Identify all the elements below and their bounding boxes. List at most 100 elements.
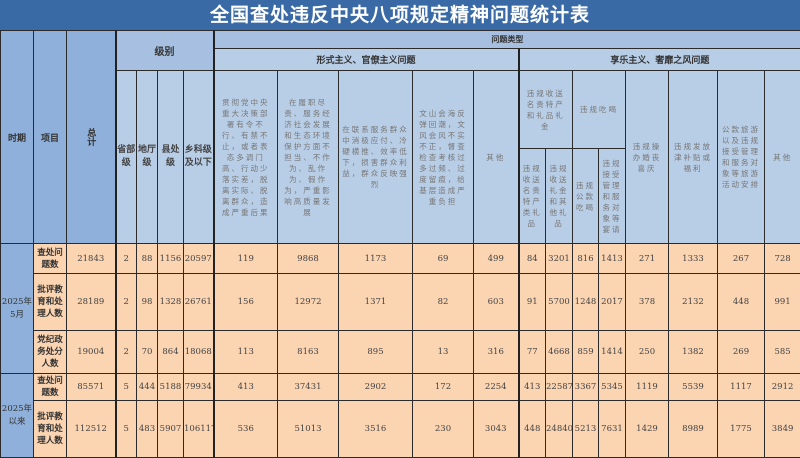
value-cell: 4668 <box>546 331 573 374</box>
value-cell: 271 <box>626 244 669 274</box>
value-cell: 172 <box>413 374 474 401</box>
formalism-col-1: 贯彻党中央重大决策部署有令不行、有禁不止，或者表态多调门高、行动少落实差，脱离实… <box>214 71 278 244</box>
value-cell: 316 <box>474 331 519 374</box>
value-cell: 2902 <box>339 374 413 401</box>
value-cell: 378 <box>626 274 669 331</box>
value-cell: 12972 <box>278 274 339 331</box>
value-cell: 859 <box>573 331 599 374</box>
value-cell: 444 <box>137 374 158 401</box>
value-cell: 119 <box>214 244 278 274</box>
value-cell: 1328 <box>158 274 184 331</box>
value-cell: 267 <box>718 244 765 274</box>
value-cell: 106117 <box>184 401 214 458</box>
value-cell: 230 <box>413 401 474 458</box>
hedonism-subsidies: 违规发放津补贴或福利 <box>669 71 718 244</box>
value-cell: 2254 <box>474 374 519 401</box>
value-cell: 483 <box>137 401 158 458</box>
level-county: 县处级 <box>158 71 184 244</box>
hedonism-travel: 公款旅游以及违规接受管理和服务对象等旅游活动安排 <box>718 71 765 244</box>
value-cell: 82 <box>413 274 474 331</box>
header-hedonism: 享乐主义、奢靡之风问题 <box>519 49 800 71</box>
value-cell: 1248 <box>573 274 599 331</box>
value-cell: 79934 <box>184 374 214 401</box>
value-cell: 728 <box>765 244 800 274</box>
level-prefecture: 地厅级 <box>137 71 158 244</box>
gifts-cash: 违规收送礼金和其他礼品 <box>546 149 573 244</box>
hedonism-weddings: 违规操办婚丧喜庆 <box>626 71 669 244</box>
value-cell: 2017 <box>599 274 626 331</box>
value-cell: 26761 <box>184 274 214 331</box>
value-cell: 9868 <box>278 244 339 274</box>
header-problem-type: 问题类型 <box>214 31 800 49</box>
value-cell: 448 <box>718 274 765 331</box>
value-cell: 5539 <box>669 374 718 401</box>
table-title: 全国查处违反中央八项规定精神问题统计表 <box>0 0 800 30</box>
formalism-col-2: 在履职尽责、服务经济社会发展和生态环境保护方面不担当、不作为、乱作为、假作为，严… <box>278 71 339 244</box>
value-cell: 3043 <box>474 401 519 458</box>
value-cell: 24840 <box>546 401 573 458</box>
level-provincial: 省部级 <box>116 71 137 244</box>
dining-banquets: 违规接受管理和服务对象等宴请 <box>599 149 626 244</box>
value-cell: 88 <box>137 244 158 274</box>
item-cell: 查处问题数 <box>34 374 67 401</box>
value-cell: 1117 <box>718 374 765 401</box>
value-cell: 1775 <box>718 401 765 458</box>
value-cell: 250 <box>626 331 669 374</box>
value-cell: 448 <box>519 401 546 458</box>
period-cell: 2025年以来 <box>1 374 34 458</box>
hedonism-other: 其他 <box>765 71 800 244</box>
value-cell: 5 <box>116 401 137 458</box>
value-cell: 413 <box>519 374 546 401</box>
value-cell: 1119 <box>626 374 669 401</box>
value-cell: 5700 <box>546 274 573 331</box>
value-cell: 5213 <box>573 401 599 458</box>
value-cell: 2 <box>116 244 137 274</box>
value-cell: 5 <box>116 374 137 401</box>
hedonism-gifts: 违规收送名贵特产和礼品礼金 <box>519 71 573 149</box>
value-cell: 1371 <box>339 274 413 331</box>
value-cell: 156 <box>214 274 278 331</box>
header-total: 总计 <box>67 31 116 244</box>
value-cell: 1429 <box>626 401 669 458</box>
value-cell: 20597 <box>184 244 214 274</box>
value-cell: 112512 <box>67 401 116 458</box>
value-cell: 70 <box>137 331 158 374</box>
value-cell: 1382 <box>669 331 718 374</box>
item-cell: 查处问题数 <box>34 244 67 274</box>
dining-public-funds: 违规公款吃喝 <box>573 149 599 244</box>
value-cell: 413 <box>214 374 278 401</box>
value-cell: 77 <box>519 331 546 374</box>
value-cell: 1173 <box>339 244 413 274</box>
value-cell: 2 <box>116 274 137 331</box>
formalism-col-3: 在联系服务群众中消极应付、冷硬横推、效率低下，损害群众利益，群众反映强烈 <box>339 71 413 244</box>
value-cell: 13 <box>413 331 474 374</box>
value-cell: 5345 <box>599 374 626 401</box>
value-cell: 1413 <box>599 244 626 274</box>
value-cell: 8163 <box>278 331 339 374</box>
period-cell: 2025年5月 <box>1 244 34 374</box>
value-cell: 19004 <box>67 331 116 374</box>
level-township: 乡科级及以下 <box>184 71 214 244</box>
value-cell: 991 <box>765 274 800 331</box>
item-cell: 批评教育和处理人数 <box>34 401 67 458</box>
value-cell: 84 <box>519 244 546 274</box>
formalism-col-4: 文山会海反弹回潮，文风会风不实不正，督查检查考核过多过频、过度留痕，给基层造成严… <box>413 71 474 244</box>
value-cell: 2132 <box>669 274 718 331</box>
value-cell: 85571 <box>67 374 116 401</box>
value-cell: 895 <box>339 331 413 374</box>
value-cell: 1414 <box>599 331 626 374</box>
value-cell: 1333 <box>669 244 718 274</box>
value-cell: 269 <box>718 331 765 374</box>
header-period: 时期 <box>1 31 34 244</box>
value-cell: 536 <box>214 401 278 458</box>
value-cell: 22587 <box>546 374 573 401</box>
value-cell: 3516 <box>339 401 413 458</box>
value-cell: 7631 <box>599 401 626 458</box>
value-cell: 69 <box>413 244 474 274</box>
value-cell: 2 <box>116 331 137 374</box>
